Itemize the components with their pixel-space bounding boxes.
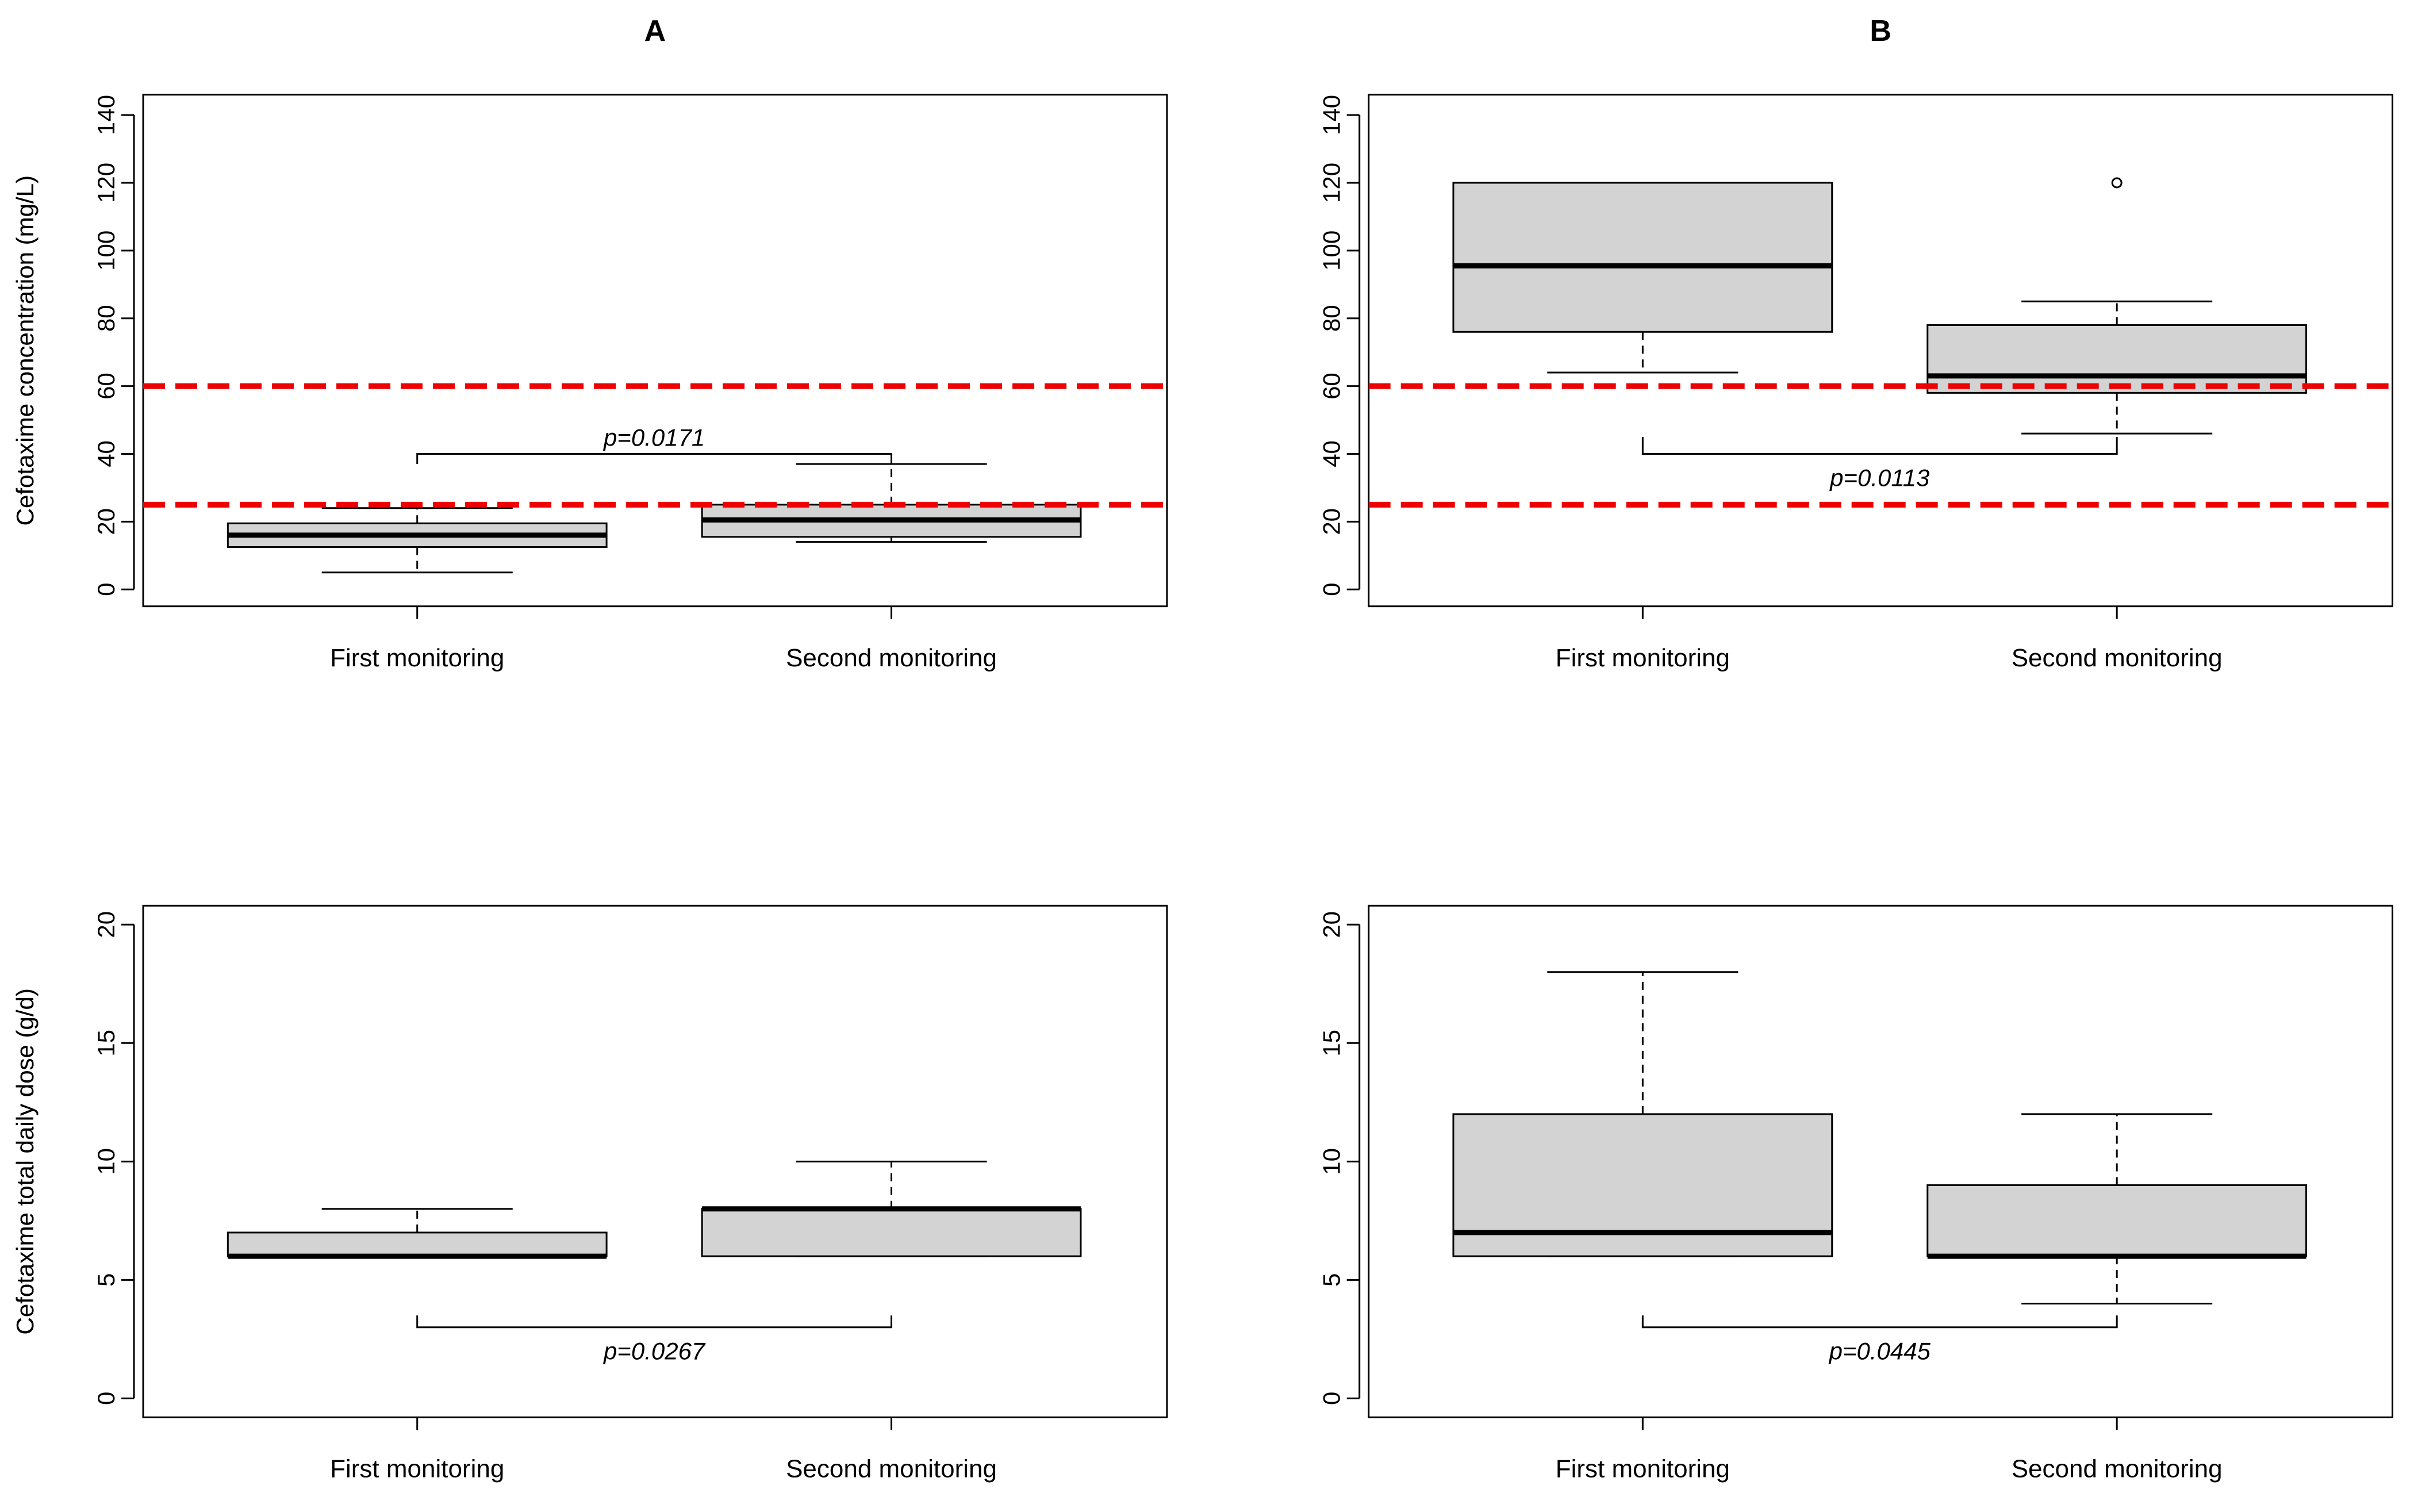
y-tick-label: 140 bbox=[93, 95, 120, 135]
y-tick-label: 80 bbox=[93, 305, 120, 332]
y-tick-label: 20 bbox=[1318, 508, 1345, 535]
y-axis-title: Cefotaxime total daily dose (g/d) bbox=[11, 988, 39, 1334]
y-tick-label: 0 bbox=[93, 1392, 120, 1405]
x-tick-label: First monitoring bbox=[330, 1455, 504, 1483]
y-tick-label: 0 bbox=[1318, 1392, 1345, 1405]
y-tick-label: 5 bbox=[1318, 1273, 1345, 1287]
y-tick-label: 10 bbox=[1318, 1148, 1345, 1175]
y-axis-title: Cefotaxime concentration (mg/L) bbox=[11, 175, 39, 525]
x-tick-label: Second monitoring bbox=[786, 1455, 997, 1483]
chart-panel-a: A 0 20 40 60 80 100 120 140 Cefotaxime concentrat… bbox=[11, 14, 1168, 672]
x-tick-label: First monitoring bbox=[1556, 644, 1730, 672]
p-value-bracket bbox=[416, 452, 893, 465]
plot-frame bbox=[142, 904, 1168, 1418]
y-tick-label: 15 bbox=[1318, 1030, 1345, 1057]
box-first-monitoring bbox=[227, 1208, 608, 1259]
chart-panel-b: B 0 20 40 60 80 100 120 140 Cefotaxime concentrat… bbox=[11, 14, 2394, 672]
y-tick-label: 100 bbox=[93, 231, 120, 271]
y-tick-label: 0 bbox=[93, 583, 120, 596]
y-tick-label: 100 bbox=[1318, 231, 1345, 271]
y-tick-label: 20 bbox=[1318, 911, 1345, 938]
y-tick-label: 40 bbox=[93, 440, 120, 467]
x-tick-label: First monitoring bbox=[1556, 1455, 1730, 1483]
plot-frame bbox=[1368, 904, 2394, 1418]
chart-title: A bbox=[644, 14, 666, 48]
y-tick-label: 20 bbox=[93, 508, 120, 535]
box-second-monitoring bbox=[701, 463, 1082, 543]
plot-frame bbox=[1368, 94, 2394, 608]
p-value-label: p=0.0171 bbox=[602, 424, 705, 451]
box-second-monitoring bbox=[1926, 177, 2308, 435]
iqr-box bbox=[1926, 324, 2308, 394]
y-tick-label: 140 bbox=[1318, 95, 1345, 135]
box-second-monitoring bbox=[1926, 1113, 2308, 1305]
y-tick-label: 10 bbox=[93, 1148, 120, 1175]
box-second-monitoring bbox=[701, 1160, 1082, 1257]
box-first-monitoring bbox=[1452, 971, 1833, 1257]
x-tick-label: First monitoring bbox=[330, 644, 504, 672]
x-tick-label: Second monitoring bbox=[2012, 644, 2223, 672]
y-tick-label: 15 bbox=[93, 1030, 120, 1057]
chart-title: B bbox=[1870, 14, 1891, 48]
y-tick-label: 5 bbox=[93, 1273, 120, 1287]
box-first-monitoring bbox=[227, 507, 608, 574]
box-first-monitoring bbox=[1452, 182, 1833, 374]
y-tick-label: 40 bbox=[1318, 440, 1345, 467]
p-value-label: p=0.0113 bbox=[1829, 464, 1929, 491]
x-tick-label: Second monitoring bbox=[2012, 1455, 2223, 1483]
y-tick-label: 120 bbox=[93, 163, 120, 203]
iqr-box bbox=[227, 1231, 608, 1257]
iqr-box bbox=[701, 1208, 1082, 1257]
y-tick-label: 80 bbox=[1318, 305, 1345, 332]
plot-frame bbox=[142, 94, 1168, 608]
p-value-label: p=0.0445 bbox=[1828, 1338, 1931, 1365]
y-tick-label: 60 bbox=[1318, 373, 1345, 400]
p-value-bracket bbox=[416, 1315, 893, 1329]
y-tick-label: 120 bbox=[1318, 163, 1345, 203]
outlier-point bbox=[2111, 177, 2123, 189]
y-tick-label: 60 bbox=[93, 373, 120, 400]
y-tick-label: 0 bbox=[1318, 583, 1345, 596]
p-value-bracket bbox=[1641, 1315, 2118, 1329]
p-value-label: p=0.0267 bbox=[602, 1338, 706, 1365]
chart-panel-d: 0 5 10 15 20 Cefotaxime total daily dose (g/d… bbox=[11, 904, 2394, 1483]
x-tick-label: Second monitoring bbox=[786, 644, 997, 672]
p-value-bracket bbox=[1641, 436, 2118, 455]
y-axis-title: Cefotaxime total daily dose (g/d) bbox=[11, 988, 39, 1334]
y-axis-title: Cefotaxime concentration (mg/L) bbox=[11, 175, 39, 525]
y-tick-label: 20 bbox=[93, 911, 120, 938]
iqr-box bbox=[1926, 1184, 2308, 1257]
chart-panel-c: 0 5 10 15 20 Cefotaxime total daily dose (g/d… bbox=[11, 904, 1168, 1483]
iqr-box bbox=[1452, 182, 1833, 333]
